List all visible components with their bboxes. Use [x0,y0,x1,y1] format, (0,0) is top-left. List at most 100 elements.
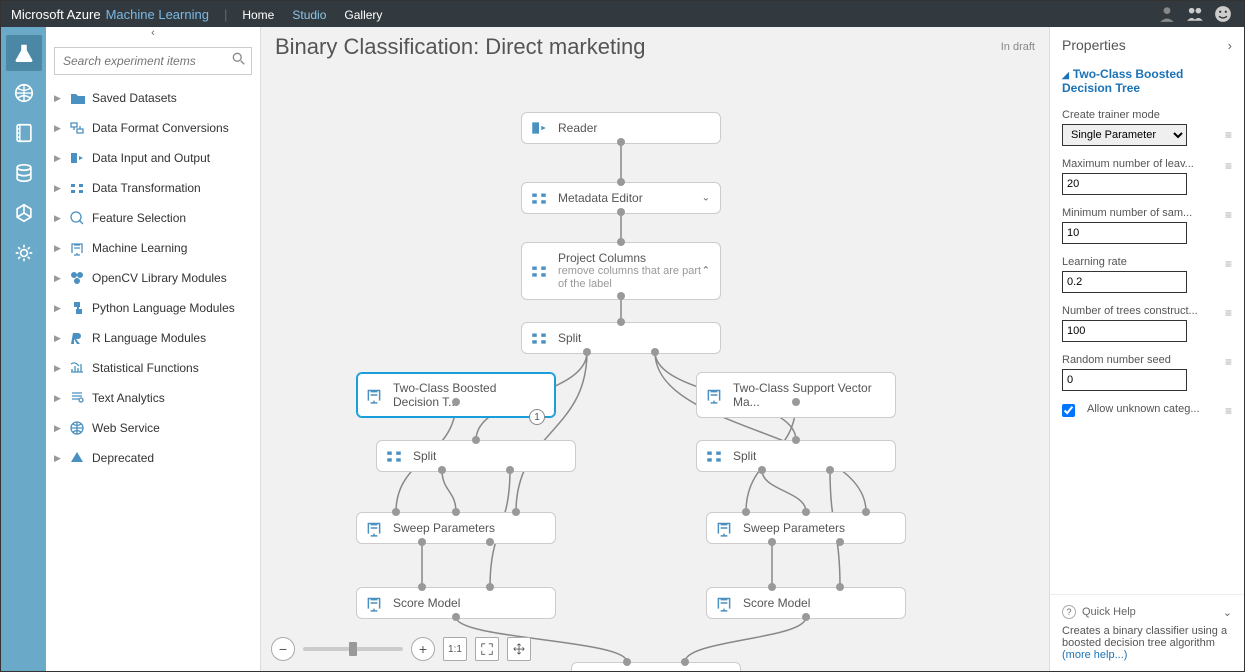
palette-category[interactable]: ▶Saved Datasets [46,83,260,113]
group-icon[interactable] [1184,3,1206,25]
prop-input[interactable] [1062,320,1187,342]
port[interactable] [583,348,591,356]
port[interactable] [506,466,514,474]
rail-notebook-icon[interactable] [6,115,42,151]
port[interactable] [452,613,460,621]
palette-category[interactable]: ▶R Language Modules [46,323,260,353]
port[interactable] [758,466,766,474]
zoom-slider[interactable] [303,647,403,651]
port[interactable] [438,466,446,474]
palette-category[interactable]: ▶Text Analytics [46,383,260,413]
collapse-properties-icon[interactable]: › [1228,38,1232,53]
zoom-fit-button[interactable] [475,637,499,661]
palette-category[interactable]: ▶Deprecated [46,443,260,473]
port[interactable] [617,318,625,326]
port[interactable] [836,538,844,546]
port[interactable] [617,178,625,186]
palette-category[interactable]: ▶Statistical Functions [46,353,260,383]
port[interactable] [418,538,426,546]
collapse-palette-icon[interactable]: ‹ [46,27,260,43]
port[interactable] [862,508,870,516]
menu-icon[interactable]: ≡ [1225,404,1232,418]
palette-category[interactable]: ▶Data Format Conversions [46,113,260,143]
palette-category[interactable]: ▶Web Service [46,413,260,443]
zoom-out-button[interactable]: − [271,637,295,661]
port[interactable] [826,466,834,474]
pan-button[interactable] [507,637,531,661]
prop-input[interactable] [1062,369,1187,391]
properties-title: Properties [1062,37,1126,53]
ml-icon [705,386,723,404]
node-split2[interactable]: Split [696,440,896,472]
palette-category[interactable]: ▶OpenCV Library Modules [46,263,260,293]
prop-input[interactable] [1062,222,1187,244]
menu-icon[interactable]: ≡ [1225,355,1232,369]
nav-link-studio[interactable]: Studio [292,8,326,22]
port[interactable] [617,292,625,300]
chevron-down-icon[interactable]: ⌄ [702,193,710,204]
port[interactable] [836,583,844,591]
chevron-right-icon: ▶ [54,363,64,374]
port[interactable] [792,398,800,406]
port[interactable] [617,208,625,216]
nav-link-gallery[interactable]: Gallery [344,8,382,22]
port[interactable] [452,398,460,406]
palette-category[interactable]: ▶Feature Selection [46,203,260,233]
rail-cube-icon[interactable] [6,195,42,231]
menu-icon[interactable]: ≡ [1225,128,1232,142]
port[interactable] [768,538,776,546]
node-eval[interactable]: Evaluate Model [571,662,741,671]
ml-icon [365,386,383,404]
port[interactable] [392,508,400,516]
port[interactable] [651,348,659,356]
node-svm[interactable]: Two-Class Support Vector Ma... [696,372,896,418]
rail-globe-icon[interactable] [6,75,42,111]
palette-category[interactable]: ▶Data Transformation [46,173,260,203]
palette-category[interactable]: ▶Python Language Modules [46,293,260,323]
node-split1[interactable]: Split [376,440,576,472]
port[interactable] [742,508,750,516]
rail-gear-icon[interactable] [6,235,42,271]
node-sweep2[interactable]: Sweep Parameters [706,512,906,544]
port[interactable] [617,238,625,246]
port[interactable] [802,613,810,621]
node-badge: 1 [529,409,545,425]
port[interactable] [792,436,800,444]
port[interactable] [768,583,776,591]
port[interactable] [512,508,520,516]
user-icon[interactable] [1156,3,1178,25]
node-tcb[interactable]: Two-Class Boosted Decision T...1 [356,372,556,418]
top-navbar: Microsoft AzureMachine Learning | HomeSt… [1,1,1244,27]
palette-category[interactable]: ▶Data Input and Output [46,143,260,173]
port[interactable] [486,583,494,591]
experiment-canvas[interactable]: Binary Classification: Direct marketing … [261,27,1049,671]
port[interactable] [452,508,460,516]
menu-icon[interactable]: ≡ [1225,159,1232,173]
port[interactable] [472,436,480,444]
smile-icon[interactable] [1212,3,1234,25]
zoom-in-button[interactable]: + [411,637,435,661]
prop-input[interactable] [1062,173,1187,195]
rail-flask-icon[interactable] [6,35,42,71]
quickhelp-link[interactable]: (more help...) [1062,649,1127,661]
node-split0[interactable]: Split [521,322,721,354]
chevron-up-icon[interactable]: ⌃ [702,266,710,277]
menu-icon[interactable]: ≡ [1225,257,1232,271]
nav-link-home[interactable]: Home [242,8,274,22]
prop-checkbox[interactable] [1062,404,1075,417]
quickhelp-toggle-icon[interactable]: ⌄ [1223,606,1232,619]
node-sweep1[interactable]: Sweep Parameters [356,512,556,544]
prop-input[interactable] [1062,271,1187,293]
port[interactable] [681,658,689,666]
menu-icon[interactable]: ≡ [1225,306,1232,320]
port[interactable] [418,583,426,591]
rail-db-icon[interactable] [6,155,42,191]
port[interactable] [802,508,810,516]
port[interactable] [486,538,494,546]
port[interactable] [617,138,625,146]
menu-icon[interactable]: ≡ [1225,208,1232,222]
prop-select[interactable]: Single Parameter [1062,124,1187,146]
zoom-1to1-button[interactable]: 1:1 [443,637,467,661]
search-input[interactable] [54,47,252,75]
palette-category[interactable]: ▶Machine Learning [46,233,260,263]
